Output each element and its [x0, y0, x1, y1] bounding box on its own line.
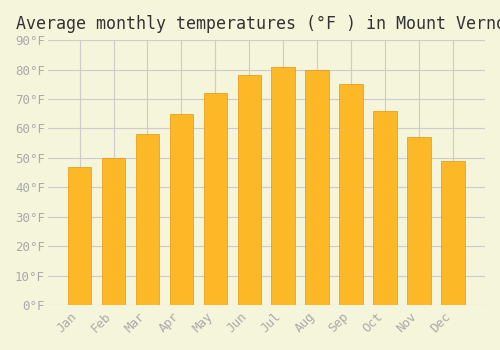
- Bar: [306, 70, 329, 305]
- Bar: [102, 158, 126, 305]
- Bar: [272, 66, 295, 305]
- Bar: [170, 114, 194, 305]
- Bar: [68, 167, 92, 305]
- Bar: [238, 76, 262, 305]
- Bar: [408, 137, 431, 305]
- Bar: [204, 93, 228, 305]
- Bar: [136, 134, 160, 305]
- Bar: [442, 161, 465, 305]
- Bar: [340, 84, 363, 305]
- Title: Average monthly temperatures (°F ) in Mount Vernon: Average monthly temperatures (°F ) in Mo…: [16, 15, 500, 33]
- Bar: [374, 111, 397, 305]
